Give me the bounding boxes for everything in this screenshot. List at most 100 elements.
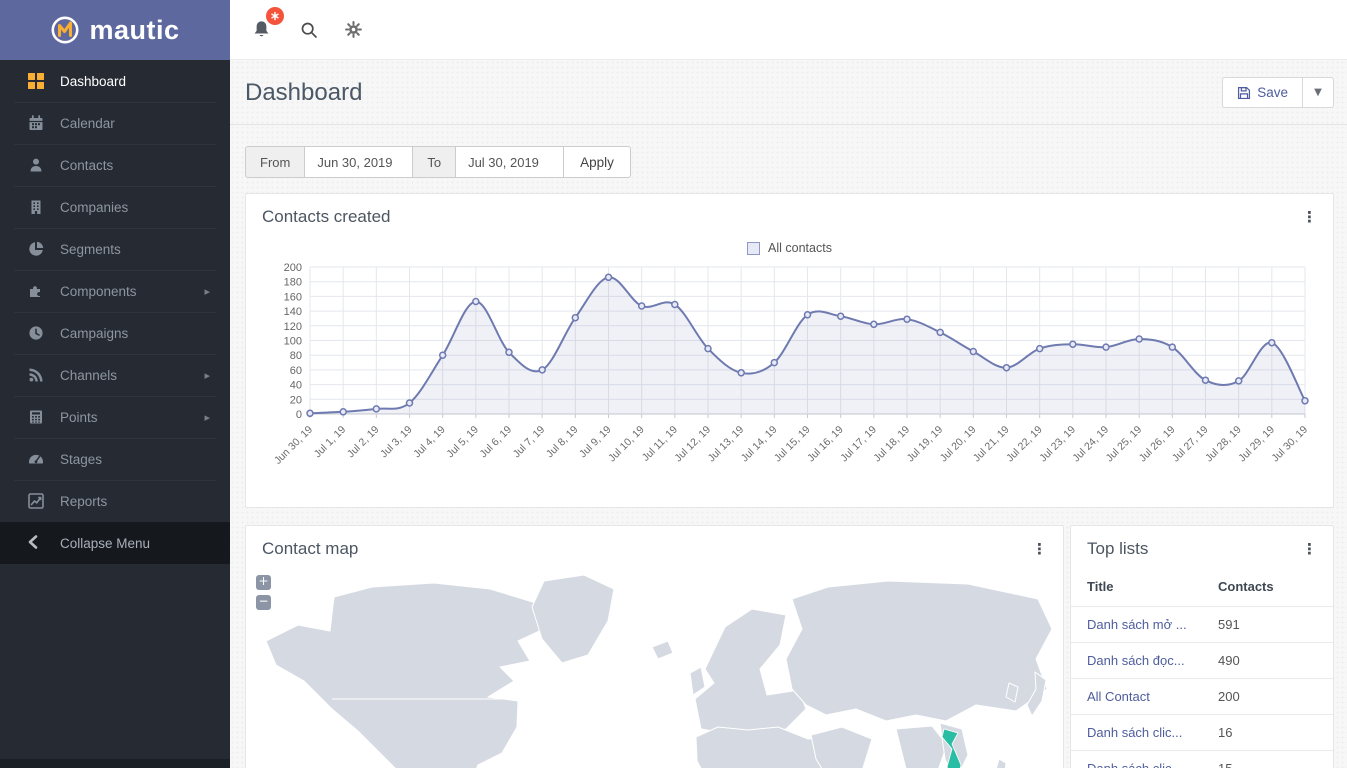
data-point <box>472 297 480 306</box>
island-japan <box>1026 671 1047 717</box>
region-middle-east <box>810 726 873 768</box>
svg-text:80: 80 <box>290 350 302 362</box>
svg-text:Jul 10, 19: Jul 10, 19 <box>606 424 647 465</box>
list-title-link[interactable]: Danh sách clic... <box>1087 761 1182 768</box>
data-point <box>1002 363 1011 372</box>
svg-text:60: 60 <box>290 365 302 377</box>
contacts-created-chart: 0 20 40 60 80 100 120 140 160 180 200 Jun 30, 19 Jul… <box>246 257 1333 507</box>
sidebar-item-stages[interactable]: Stages <box>0 438 230 480</box>
content: Dashboard Save ▼ <box>230 60 1347 768</box>
data-point <box>1035 344 1044 353</box>
sidebar-item-label: Reports <box>60 493 108 509</box>
data-point <box>704 344 712 353</box>
data-point <box>1234 377 1243 385</box>
svg-text:180: 180 <box>284 277 302 289</box>
sidebar-item-segments[interactable]: Segments <box>0 228 230 270</box>
data-point <box>372 405 381 413</box>
page-header: Dashboard Save ▼ <box>230 60 1347 125</box>
asterisk-badge-icon <box>270 11 280 21</box>
from-date-input[interactable] <box>304 146 414 178</box>
to-date-input[interactable] <box>455 146 565 178</box>
save-button-group: Save ▼ <box>1222 77 1334 108</box>
top-lists-title: Top lists <box>1087 539 1149 558</box>
gear-icon <box>344 20 363 39</box>
main-area: Dashboard Save ▼ <box>230 0 1347 768</box>
kebab-menu-icon[interactable]: ⋮ <box>1302 207 1317 226</box>
world-map <box>265 574 1053 768</box>
contact-map-title: Contact map <box>262 539 359 558</box>
search-button[interactable] <box>294 15 324 45</box>
sidebar-item-label: Points <box>60 409 98 425</box>
dashboard-grid-icon <box>27 73 44 90</box>
save-button[interactable]: Save <box>1222 77 1303 108</box>
sidebar-item-calendar[interactable]: Calendar <box>0 102 230 144</box>
island-uk <box>689 666 706 696</box>
contacts-created-title: Contacts created <box>262 207 391 226</box>
sidebar-item-points[interactable]: Points ▸ <box>0 396 230 438</box>
svg-text:Jul 5, 19: Jul 5, 19 <box>444 424 481 461</box>
sidebar-item-collapse-menu[interactable]: Collapse Menu <box>0 522 230 564</box>
region-india <box>895 725 948 768</box>
bottom-panels-row: Contact map ⋮ + − <box>245 525 1334 768</box>
sidebar-item-companies[interactable]: Companies <box>0 186 230 228</box>
save-dropdown-button[interactable]: ▼ <box>1303 77 1334 108</box>
svg-text:140: 140 <box>284 306 302 318</box>
sidebar-item-contacts[interactable]: Contacts <box>0 144 230 186</box>
bell-icon <box>252 20 271 39</box>
sidebar-item-label: Channels <box>60 367 118 383</box>
kebab-menu-icon[interactable]: ⋮ <box>1302 539 1317 558</box>
list-title-link[interactable]: Danh sách mở ... <box>1087 617 1187 632</box>
kebab-menu-icon[interactable]: ⋮ <box>1032 539 1047 558</box>
gauge-icon <box>27 451 44 468</box>
data-point <box>604 273 613 282</box>
table-row: Danh sách clic... 16 <box>1071 714 1333 751</box>
list-title-link[interactable]: Danh sách đọc... <box>1087 653 1185 668</box>
sidebar-item-label: Contacts <box>60 157 114 173</box>
apply-button[interactable]: Apply <box>563 146 631 178</box>
data-point <box>1268 338 1276 347</box>
sidebar-item-label: Components <box>60 283 137 299</box>
map-zoom-out-button[interactable]: − <box>256 595 271 610</box>
chevron-left-icon <box>27 534 44 552</box>
data-point <box>505 348 513 357</box>
svg-text:Jul 1, 19: Jul 1, 19 <box>312 424 349 461</box>
chart-legend: All contacts <box>246 241 1333 255</box>
page-title: Dashboard <box>245 78 363 106</box>
notifications-button[interactable] <box>246 6 284 45</box>
continent-asia <box>785 580 1053 722</box>
list-contacts-count: 15 <box>1202 750 1333 768</box>
data-point <box>306 409 314 418</box>
rss-icon <box>27 367 44 384</box>
data-point <box>405 399 414 407</box>
search-icon <box>300 21 318 39</box>
sidebar-item-label: Stages <box>60 451 103 467</box>
sidebar-nav: Dashboard Calendar Contacts Companies Segmen… <box>0 60 230 522</box>
svg-text:100: 100 <box>284 336 302 348</box>
sidebar-item-campaigns[interactable]: Campaigns <box>0 312 230 354</box>
data-point <box>1168 343 1177 351</box>
sidebar-collapse-label: Collapse Menu <box>60 535 151 551</box>
continent-north-america <box>265 582 549 768</box>
list-title-link[interactable]: All Contact <box>1087 689 1150 704</box>
sidebar-item-dashboard[interactable]: Dashboard <box>0 60 230 102</box>
sidebar-item-label: Companies <box>60 199 129 215</box>
data-point <box>1135 335 1143 343</box>
table-row: Danh sách đọc... 490 <box>1071 642 1333 679</box>
list-contacts-count: 200 <box>1202 678 1333 715</box>
mautic-logo-icon <box>50 15 80 45</box>
map-zoom-in-button[interactable]: + <box>256 575 271 590</box>
country-vietnam-highlighted[interactable] <box>941 728 962 768</box>
contacts-created-panel: Contacts created ⋮ All contacts 0 20 40 60 8… <box>245 193 1334 508</box>
table-row: Danh sách clic... 15 <box>1071 750 1333 768</box>
list-contacts-count: 591 <box>1202 606 1333 643</box>
sidebar-item-components[interactable]: Components ▸ <box>0 270 230 312</box>
mautic-logo[interactable]: mautic <box>0 0 230 60</box>
floppy-disk-icon <box>1237 86 1251 100</box>
sidebar-item-reports[interactable]: Reports <box>0 480 230 522</box>
settings-button[interactable] <box>338 15 368 45</box>
sidebar-item-channels[interactable]: Channels ▸ <box>0 354 230 396</box>
legend-all-contacts[interactable]: All contacts <box>747 241 832 255</box>
svg-text:Jul 7, 19: Jul 7, 19 <box>511 424 548 461</box>
list-title-link[interactable]: Danh sách clic... <box>1087 725 1183 740</box>
